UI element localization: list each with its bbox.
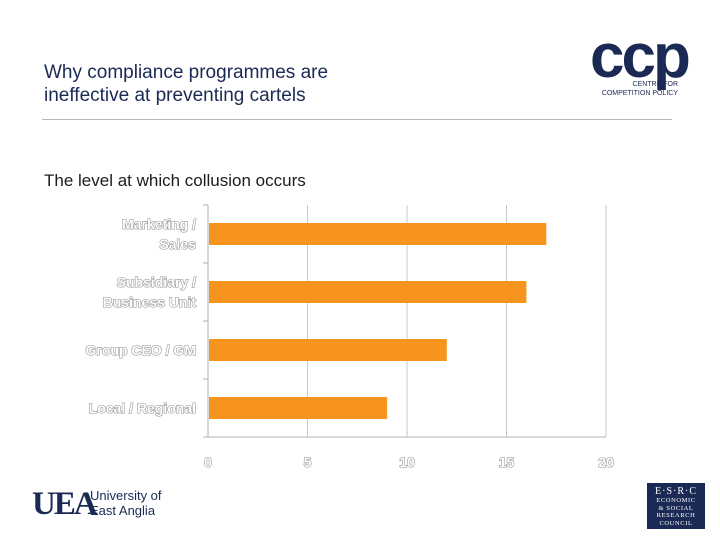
slide-title-line-2: ineffective at preventing cartels [44,85,306,106]
category-label-1-line-1: Business Unit [103,294,197,310]
uea-logo: UEA University of East Anglia [32,486,182,522]
category-label-1: Subsidiary / Business Unit [103,274,197,310]
uea-logo-line-1: University of [90,488,162,503]
ccp-logo-line-2: COMPETITION POLICY [601,90,678,97]
esrc-logo-line-1: ECONOMIC [656,497,696,504]
esrc-logo: E·S·R·C ECONOMIC & SOCIAL RESEARCH COUNC… [647,483,705,529]
x-tick-label-1: 5 [304,454,312,470]
category-label-3: Local / Regional [89,400,196,416]
x-tick-label-3: 15 [499,454,515,470]
ccp-logo-mark: ccp [590,22,691,91]
category-label-3-line-0: Local / Regional [89,400,196,416]
category-label-0-line-0: Marketing / [122,216,196,232]
x-tick-label-0: 0 [204,454,212,470]
chart-title: The level at which collusion occurs [44,171,306,190]
ccp-logo-line-1: CENTRE FOR [632,81,679,88]
slide-title: Why compliance programmes are ineffectiv… [44,61,564,107]
bar-1 [209,281,527,303]
bar-3 [209,397,388,419]
title-divider [42,119,672,120]
bar-2 [209,339,447,361]
bar-chart: Marketing / Sales Subsidiary / Business Uni… [85,204,615,471]
category-label-0-line-1: Sales [159,236,196,252]
slide-title-line-1: Why compliance programmes are [44,62,329,83]
category-label-1-line-0: Subsidiary / [117,274,196,290]
uea-logo-mark: UEA [32,486,98,522]
esrc-logo-line-3: RESEARCH [656,512,696,519]
category-label-2: Group CEO / GM [86,342,196,358]
x-tick-label-2: 10 [399,454,415,470]
uea-logo-text: University of East Anglia [90,488,162,518]
ccp-logo-text: CENTRE FOR COMPETITION POLICY [592,80,678,98]
x-tick-label-4: 20 [598,454,614,470]
bar-0 [209,223,547,245]
ccp-logo: ccp CENTRE FOR COMPETITION POLICY [588,24,710,102]
category-label-2-line-0: Group CEO / GM [86,342,196,358]
uea-logo-line-2: East Anglia [90,503,156,518]
esrc-logo-line-4: COUNCIL [659,519,693,527]
category-label-0: Marketing / Sales [122,216,196,252]
esrc-logo-line-2: & SOCIAL [658,504,694,512]
esrc-logo-mark: E·S·R·C [655,486,697,497]
